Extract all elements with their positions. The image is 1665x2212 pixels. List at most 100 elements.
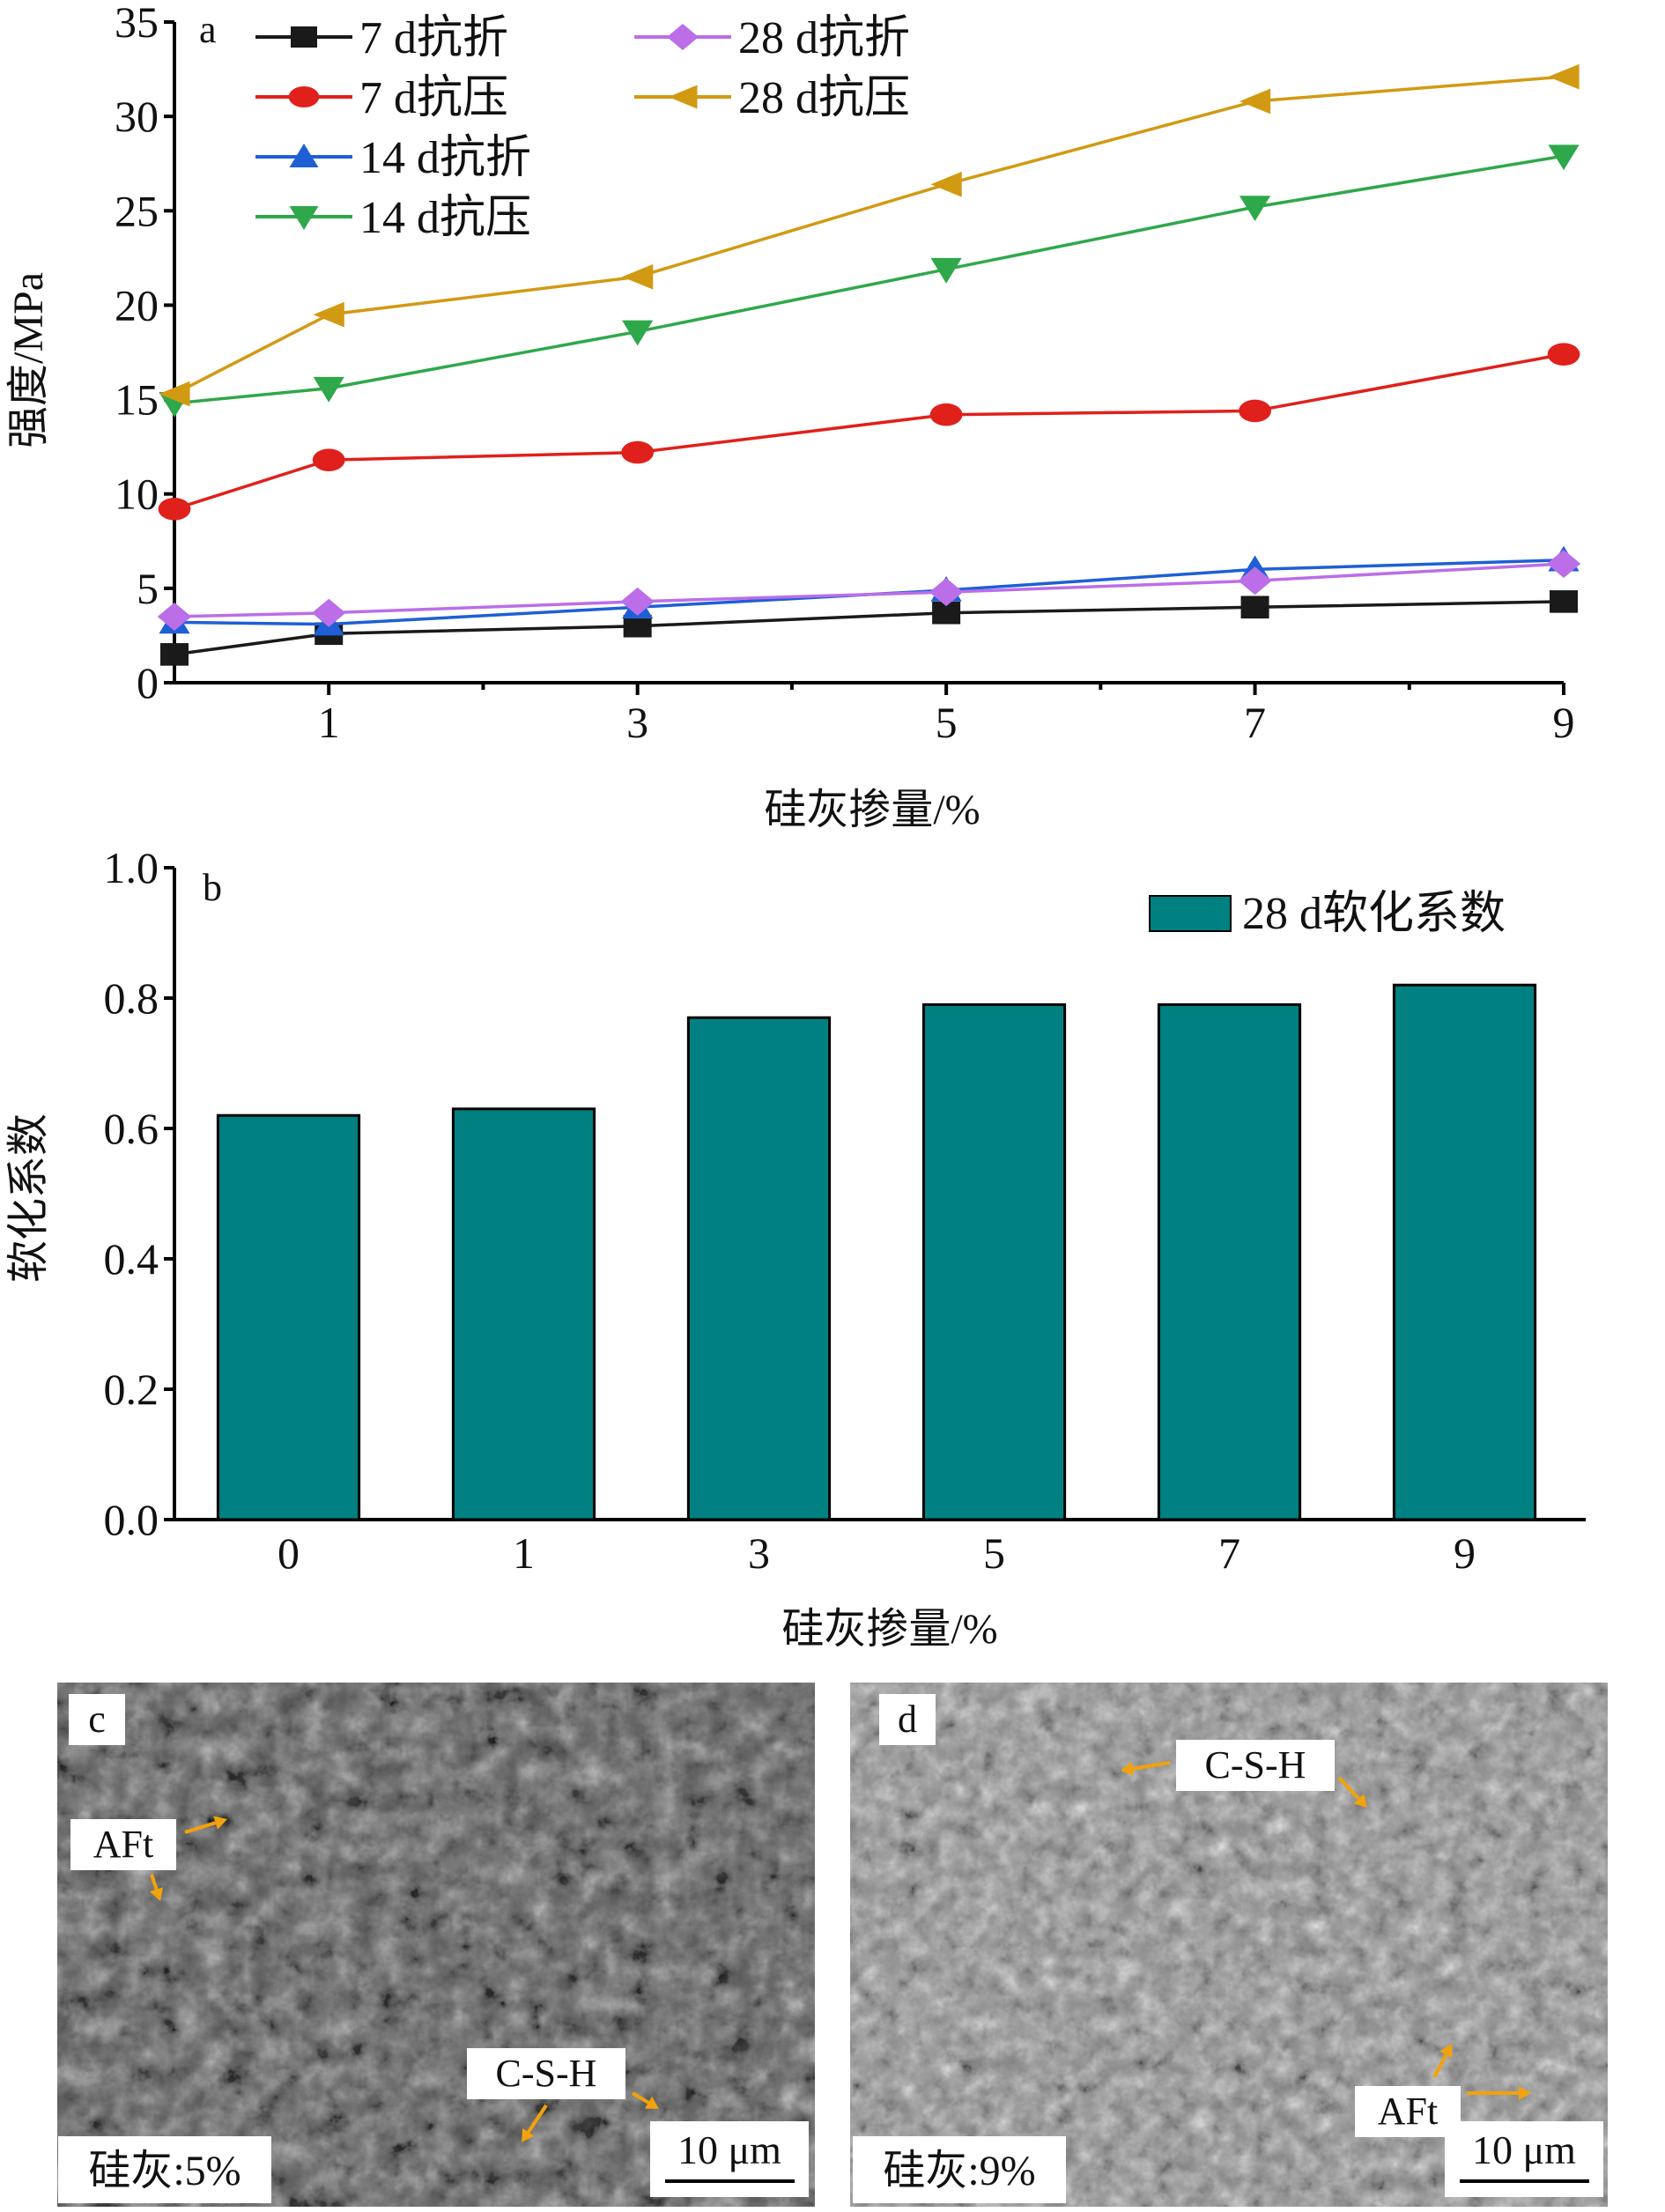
data-point	[312, 598, 346, 627]
legend-item: 14 d抗折	[255, 133, 531, 183]
scalebar-c-label: 10 μm	[677, 2127, 781, 2172]
panel-a-x-tick-label: 9	[1553, 698, 1575, 747]
data-point	[157, 603, 192, 631]
caption-d: 硅灰:9%	[883, 2148, 1035, 2194]
panel-a-series	[157, 63, 1581, 666]
panel-d-letter-box	[879, 1694, 936, 1745]
data-point	[929, 578, 964, 607]
legend-item: 28 d抗折	[634, 13, 910, 63]
panel-b-y-tick-label: 0.8	[104, 973, 159, 1023]
panel-d-sem-micrograph: d C-S-H AFt 硅灰:9% 10 μm	[850, 1683, 1608, 2207]
data-point	[160, 643, 189, 666]
bar-9	[1392, 983, 1537, 1521]
legend-label: 28 d软化系数	[1242, 889, 1506, 939]
data-point	[623, 614, 652, 638]
legend-item: 28 d抗压	[634, 73, 910, 123]
data-point	[312, 448, 345, 471]
panel-b-y-tick-label: 0.2	[104, 1365, 159, 1414]
panel-a-y-tick-label: 10	[115, 470, 159, 519]
panel-a-y-tick-label: 20	[115, 280, 159, 329]
arrow-head	[213, 1816, 227, 1830]
series-7 d抗折	[160, 590, 1578, 666]
legend-marker	[288, 86, 320, 107]
caption-d-box	[853, 2136, 1066, 2203]
panel-d-letter: d	[898, 1698, 917, 1741]
label-c-csh: C-S-H	[496, 2052, 597, 2095]
legend-label: 7 d抗压	[359, 73, 508, 123]
legend-swatch	[1149, 895, 1232, 932]
series-line-7 d抗压	[174, 352, 1565, 511]
arrow-c-csh-1	[522, 2104, 548, 2142]
series-line-7 d抗折	[174, 600, 1565, 656]
data-point	[1239, 399, 1271, 423]
caption-c: 硅灰:5%	[88, 2148, 240, 2194]
series-line-14 d抗压	[174, 154, 1565, 405]
label-c-csh-box	[467, 2048, 625, 2099]
scalebar-d-label: 10 μm	[1472, 2127, 1576, 2172]
legend-marker	[291, 26, 317, 48]
arrow-shaft	[184, 1821, 217, 1834]
arrow-shaft	[1432, 2053, 1448, 2078]
bar-7	[1157, 1002, 1302, 1521]
legend-marker	[668, 85, 698, 109]
data-point	[1238, 566, 1272, 596]
panel-a-letter: a	[199, 8, 217, 51]
scalebar-c-box	[650, 2121, 809, 2197]
arrow-shaft	[1132, 1761, 1171, 1771]
panel-a-x-tick-label: 1	[318, 698, 340, 747]
data-point	[622, 263, 654, 290]
data-point	[159, 381, 190, 407]
label-c-aft-box	[70, 1819, 176, 1870]
panel-c-sem-micrograph: c AFt C-S-H 硅灰:5% 10 μm	[57, 1683, 815, 2207]
data-point	[1239, 88, 1271, 115]
data-point	[1240, 596, 1269, 619]
panel-b-x-tick-label: 7	[1218, 1528, 1240, 1578]
data-point	[1548, 144, 1580, 171]
arrow-head	[1121, 1761, 1135, 1776]
panel-b-bars	[216, 983, 1537, 1521]
legend-item: 7 d抗折	[255, 13, 508, 63]
panel-b-x-axis-label: 硅灰掺量/%	[781, 1606, 997, 1653]
arrow-head	[522, 2127, 535, 2142]
series-14 d抗折	[159, 545, 1580, 636]
panel-b-y-axis-label: 软化系数	[5, 1113, 52, 1283]
arrow-d-aft-1	[1432, 2044, 1453, 2078]
panel-a-x-tick-label: 5	[936, 698, 958, 747]
data-point	[620, 587, 655, 616]
data-point	[1547, 343, 1580, 366]
panel-b-y-tick-label: 0.4	[104, 1234, 159, 1284]
series-28 d抗压	[159, 63, 1580, 407]
label-d-csh-box	[1176, 1740, 1335, 1791]
panel-b-x-tick-label: 0	[278, 1528, 300, 1578]
data-point	[1239, 196, 1271, 221]
legend-marker	[667, 24, 699, 50]
panel-b-letter: b	[203, 866, 222, 909]
legend-item: 7 d抗压	[255, 73, 508, 123]
bar-5	[921, 1002, 1067, 1521]
data-point	[622, 320, 654, 346]
panel-b-x-tick-label: 5	[983, 1528, 1005, 1578]
arrow-head	[149, 1887, 164, 1901]
arrow-d-csh-2	[1337, 1776, 1367, 1808]
panel-a-y-tick-label: 0	[137, 658, 159, 707]
panel-b-y-tick-label: 1.0	[104, 843, 159, 892]
legend-label: 14 d抗压	[359, 193, 531, 243]
arrow-shaft	[631, 2091, 650, 2105]
data-point	[621, 440, 655, 464]
data-point	[930, 257, 962, 284]
arrow-c-aft-2	[149, 1874, 164, 1901]
label-d-csh: C-S-H	[1205, 1743, 1306, 1787]
panel-b-bar-chart: b 0.0 0.2 0.4 0.6 0.8 1.0 0 1 3 5 7 9 28 d软化系数 软化系数…	[5, 843, 1586, 1653]
arrow-head	[644, 2096, 659, 2109]
data-point	[1550, 590, 1578, 613]
series-14 d抗压	[159, 144, 1580, 418]
caption-c-box	[58, 2136, 271, 2203]
legend-label: 14 d抗折	[359, 133, 531, 183]
panel-a-x-tick-label: 3	[626, 698, 648, 747]
legend-label: 7 d抗折	[359, 13, 508, 63]
arrow-shaft	[1337, 1776, 1360, 1801]
panel-b-y-tick-label: 0.6	[104, 1104, 159, 1153]
arrow-head	[1353, 1794, 1367, 1808]
